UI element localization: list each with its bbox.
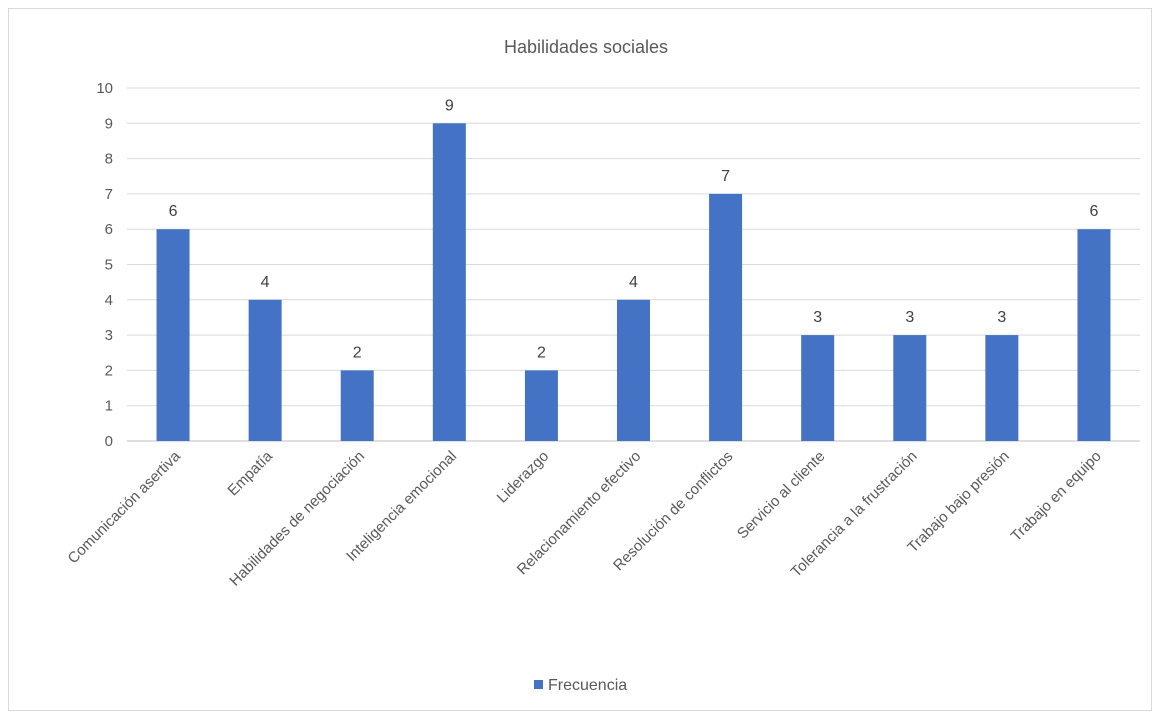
bars [156,123,1111,442]
data-label: 6 [1090,203,1099,220]
y-tick-label: 5 [105,257,113,274]
y-tick-label: 10 [96,80,113,97]
x-category-label: Comunicación asertiva [65,447,185,567]
bar [801,335,835,441]
bar [248,299,282,441]
bar [893,335,927,441]
data-labels: 6 4 2 9 2 4 7 3 3 3 6 [169,97,1099,361]
data-label: 3 [813,309,822,326]
data-label: 4 [629,274,638,291]
legend: Frecuencia [534,677,627,694]
y-tick-label: 4 [105,292,113,309]
bar [1077,229,1111,441]
bar [432,123,466,442]
data-label: 3 [997,309,1006,326]
data-label: 2 [537,344,546,361]
bar [524,370,558,441]
chart-title: Habilidades sociales [504,37,668,57]
legend-label: Frecuencia [548,677,627,694]
bar [617,299,650,441]
x-category-label: Trabajo en equipo [1008,448,1105,545]
x-category-label: Liderazgo [494,448,553,507]
y-tick-label: 1 [105,398,113,415]
bar [985,335,1019,441]
y-tick-label: 6 [105,221,113,238]
bar [156,229,190,441]
y-tick-label: 2 [105,362,113,379]
y-tick-label: 3 [105,327,113,344]
x-category-label: Empatía [224,447,276,499]
y-axis-ticks: 0 1 2 3 4 5 6 7 8 9 10 [96,80,113,450]
chart-area: Habilidades sociales 0 1 2 3 4 5 6 7 8 9 10 6 4 2 9 2 4… [8,8,1152,711]
data-label: 4 [261,274,270,291]
y-tick-label: 0 [105,433,113,450]
data-label: 3 [905,309,914,326]
y-tick-label: 9 [105,115,113,132]
y-tick-label: 8 [105,151,113,168]
x-category-label: Servicio al cliente [734,448,829,543]
x-category-label: Trabajo bajo presión [904,448,1012,556]
x-axis-categories: Comunicación asertiva EmpatíaHabilidades … [65,447,1105,589]
data-label: 9 [445,97,454,114]
bar-chart: Habilidades sociales 0 1 2 3 4 5 6 7 8 9 10 6 4 2 9 2 4… [65,37,1140,694]
data-label: 6 [169,203,178,220]
data-label: 7 [721,168,730,185]
legend-swatch [534,680,543,689]
bar [709,193,743,441]
bar [340,370,374,441]
y-tick-label: 7 [105,186,113,203]
data-label: 2 [353,344,362,361]
